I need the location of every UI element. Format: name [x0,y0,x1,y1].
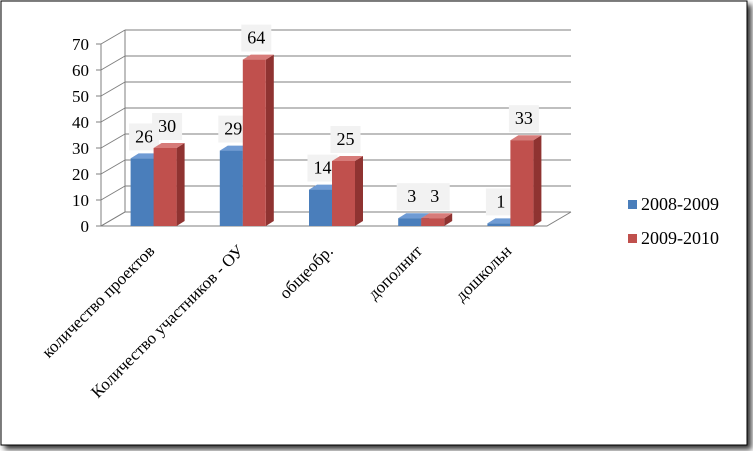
data-label-bg [241,24,272,52]
data-label: 1 [496,191,505,211]
bar [421,218,445,226]
gridline-diagonal [100,107,126,123]
y-tick-label: 70 [72,35,89,54]
data-label: 14 [314,158,332,178]
bar-top [421,213,453,219]
bar-side [444,213,453,226]
legend-entry: 2009-2010 [641,228,719,248]
legend-swatch [628,234,637,243]
bar [332,161,355,226]
bar [510,140,534,226]
gridline-diagonal [100,29,126,45]
bar-top [510,135,542,141]
bar [153,148,177,226]
bar [130,158,154,226]
bar-side [176,143,185,226]
gridline-diagonal [100,211,126,227]
gridline-diagonal [100,81,126,97]
data-label: 33 [515,108,533,128]
data-label-bg [508,105,539,133]
y-tick-label: 30 [72,139,89,158]
legend-entry: 2008-2009 [641,194,719,214]
data-label: 3 [430,186,439,206]
data-label-bg [330,126,361,153]
data-label: 64 [247,28,265,48]
gridline-diagonal [100,55,126,71]
bar-top [242,54,274,60]
data-label: 25 [337,129,355,149]
bar-side [265,54,274,226]
bar-side [533,135,542,226]
bar [398,218,422,226]
bar [487,223,511,226]
y-tick-label: 60 [72,61,89,80]
bar-top [398,213,430,219]
data-label: 26 [135,126,153,146]
legend-swatch [628,200,637,209]
data-label: 3 [407,186,416,206]
gridline-diagonal [100,185,126,201]
y-tick-label: 0 [81,217,90,236]
bar-top [153,143,185,148]
y-tick-label: 50 [72,87,89,106]
gridline-diagonal [100,159,126,175]
y-tick-label: 40 [72,113,89,132]
bar-top [332,156,363,161]
data-label: 30 [158,116,176,136]
data-label-bg [419,183,450,211]
y-tick-label: 20 [72,165,89,184]
bar-side [355,156,363,226]
gridline-diagonal [100,133,126,149]
data-label: 29 [224,119,242,139]
data-label-bg [152,113,183,140]
bar [219,150,243,226]
bar [242,59,266,226]
y-tick-label: 10 [72,191,89,210]
bar [309,189,332,226]
